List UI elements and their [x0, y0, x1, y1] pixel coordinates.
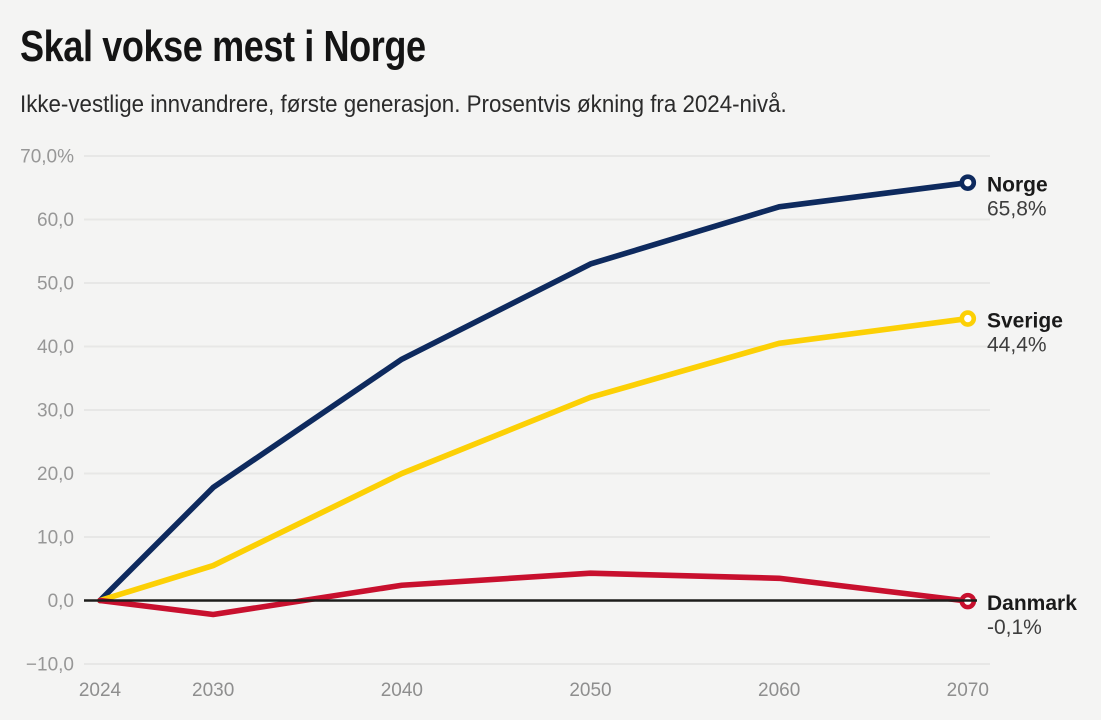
y-tick-label: −10,0 [26, 655, 74, 676]
y-tick-label: 40,0 [37, 337, 74, 358]
series-value-label-sverige: 44,4% [987, 334, 1047, 357]
y-tick-label: 10,0 [37, 528, 74, 549]
y-tick-label: 20,0 [37, 464, 74, 485]
x-tick-label: 2024 [79, 680, 122, 701]
series-value-label-norge: 65,8% [987, 198, 1047, 221]
y-tick-label: 60,0 [37, 210, 74, 231]
y-tick-label: 70,0% [20, 147, 74, 168]
chart-title: Skal vokse mest i Norge [20, 22, 426, 71]
x-tick-label: 2070 [947, 680, 989, 701]
series-marker-sverige [959, 310, 977, 327]
series-line-norge [97, 179, 971, 604]
y-tick-label: 0,0 [48, 591, 74, 612]
series-marker-norge [959, 174, 977, 191]
x-tick-label: 2030 [192, 680, 234, 701]
chart-subtitle: Ikke-vestlige innvandrere, første genera… [20, 91, 787, 118]
y-tick-label: 30,0 [37, 401, 74, 422]
series-name-label-norge: Norge [987, 174, 1048, 197]
series-value-label-danmark: -0,1% [987, 616, 1042, 639]
y-tick-label: 50,0 [37, 274, 74, 295]
x-tick-label: 2050 [569, 680, 611, 701]
series-line-sverige [97, 315, 971, 604]
x-tick-label: 2060 [758, 680, 800, 701]
series-name-label-sverige: Sverige [987, 310, 1063, 333]
series-line-danmark [97, 570, 971, 618]
x-tick-label: 2040 [381, 680, 423, 701]
series-name-label-danmark: Danmark [987, 592, 1077, 615]
